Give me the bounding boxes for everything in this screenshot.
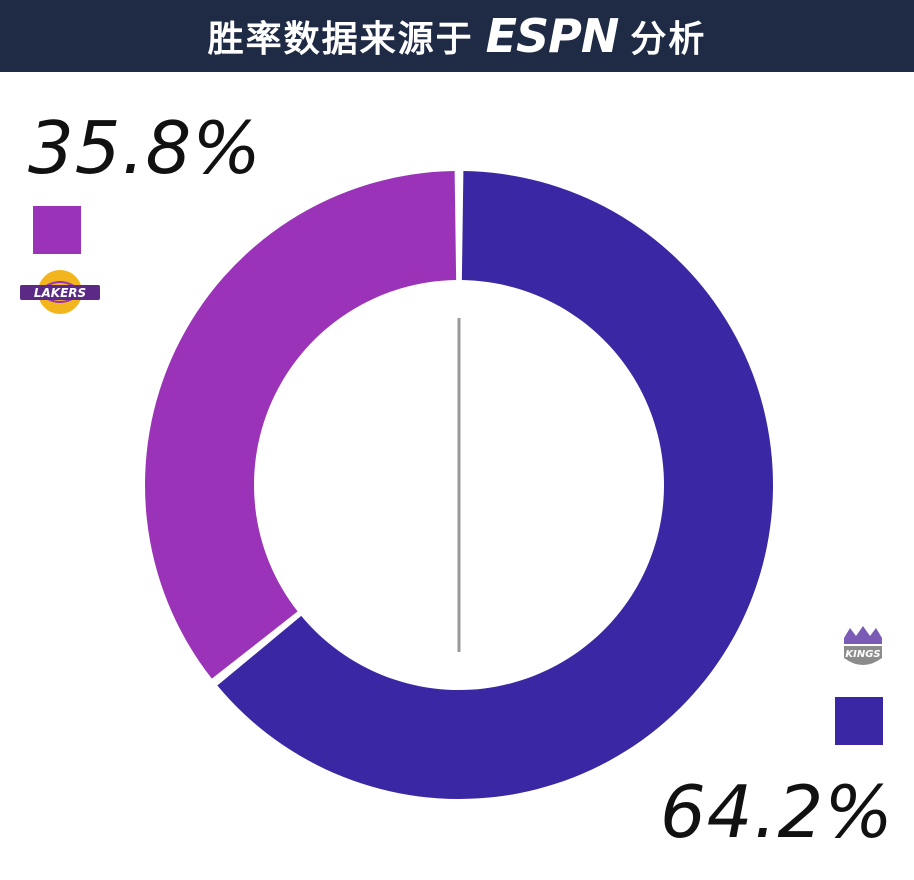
donut-slice-lakers (145, 171, 457, 679)
espn-brand-logo: ESPN (485, 9, 620, 63)
header-title-prefix: 胜率数据来源于 (207, 19, 474, 60)
kings-percent-label: 64.2% (660, 770, 894, 854)
kings-logo-icon: KINGS (844, 626, 882, 665)
lakers-logo-icon: LAKERS (20, 270, 100, 314)
donut-slice-kings (217, 171, 773, 799)
kings-legend-swatch (835, 697, 883, 745)
header-title-suffix: 分析 (630, 19, 707, 60)
header-bar: 胜率数据来源于 ESPN 分析 (0, 0, 914, 72)
lakers-percent-label: 35.8% (28, 106, 262, 190)
lakers-logo-text: LAKERS (34, 286, 86, 300)
kings-logo-text: KINGS (845, 649, 880, 660)
lakers-legend-swatch (33, 206, 81, 254)
